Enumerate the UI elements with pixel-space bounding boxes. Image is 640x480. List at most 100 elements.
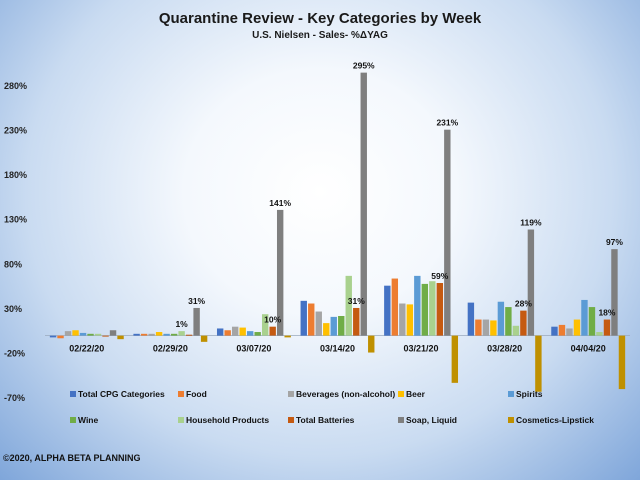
legend-label: Food [186, 389, 207, 399]
category-label: 02/22/20 [69, 344, 104, 354]
bar [117, 335, 124, 340]
bar [185, 334, 193, 336]
category-label: 03/14/20 [320, 344, 355, 354]
bar [200, 335, 208, 342]
legend-swatch [288, 391, 294, 397]
bar [527, 229, 535, 336]
bar [308, 303, 315, 336]
bar [421, 283, 429, 336]
bar [94, 333, 102, 336]
legend-swatch [70, 417, 76, 423]
y-tick-label: -70% [4, 393, 25, 403]
bar [148, 333, 155, 336]
bar [475, 319, 482, 336]
x-axis-categories: 02/22/20 02/29/20 03/07/20 03/14/20 03/21/20… [69, 344, 605, 354]
legend: Total CPG Categories Food Beverages (non-a… [70, 389, 594, 425]
legend-label: Spirits [516, 389, 543, 399]
bar [414, 275, 421, 336]
bar [490, 320, 497, 336]
bar [315, 311, 322, 336]
bar [406, 304, 414, 336]
y-tick-label: -20% [4, 348, 25, 358]
chart-subtitle: U.S. Nielsen - Sales- %ΔYAG [252, 30, 388, 41]
legend-label: Total CPG Categories [78, 389, 165, 399]
chart-titles: Quarantine Review - Key Categories by We… [159, 10, 482, 41]
bar [368, 335, 375, 353]
bar [558, 324, 566, 336]
data-label: 97% [606, 237, 623, 247]
bars-group [49, 72, 626, 392]
bar [345, 275, 352, 336]
bar [246, 331, 254, 336]
bar [276, 209, 284, 336]
bar [231, 326, 239, 336]
data-label: 18% [598, 308, 615, 318]
bar [588, 307, 596, 336]
category-label: 03/21/20 [404, 344, 439, 354]
data-label: 1% [175, 319, 188, 329]
bar [596, 332, 603, 336]
bar [323, 323, 330, 336]
y-tick-label: 280% [4, 81, 27, 91]
category-label: 02/29/20 [153, 344, 188, 354]
bar [300, 300, 307, 336]
category-label: 03/07/20 [236, 344, 271, 354]
bar [269, 326, 276, 336]
legend-label: Total Batteries [296, 415, 355, 425]
legend-label: Beverages (non-alcohol) [296, 389, 395, 399]
bar [384, 285, 391, 336]
legend-swatch [508, 391, 514, 397]
bar [193, 307, 200, 336]
y-tick-label: 80% [4, 259, 22, 269]
data-label: 31% [348, 296, 365, 306]
bar [330, 316, 337, 336]
legend-swatch [70, 391, 76, 397]
bar [505, 307, 512, 336]
data-label: 141% [269, 198, 291, 208]
bar [49, 335, 57, 338]
bar [109, 330, 117, 336]
bar [581, 299, 588, 336]
bar [429, 281, 436, 336]
bar [239, 327, 246, 336]
data-labels: 31% 1% 141% 10% 295% 31% 231% 59% 119% 28% 97% 18% [175, 61, 623, 330]
copyright-text: ©2020, ALPHA BETA PLANNING [3, 453, 141, 463]
bar [399, 303, 406, 336]
bar [79, 332, 87, 336]
bar [603, 319, 611, 336]
bar [64, 331, 72, 336]
category-label: 04/04/20 [571, 344, 606, 354]
bar [611, 249, 618, 336]
bar [178, 331, 185, 336]
legend-label: Beer [406, 389, 426, 399]
legend-swatch [178, 391, 184, 397]
legend-swatch [398, 417, 404, 423]
y-tick-label: 180% [4, 170, 27, 180]
data-label: 59% [431, 271, 448, 281]
bar [155, 332, 163, 336]
bar [87, 333, 94, 336]
legend-label: Soap, Liquid [406, 415, 457, 425]
legend-label: Household Products [186, 415, 269, 425]
bar [284, 335, 291, 338]
data-label: 295% [353, 61, 375, 71]
bar [57, 335, 64, 339]
bar [573, 319, 581, 336]
bar [353, 307, 360, 336]
bar [163, 333, 170, 336]
y-tick-label: 30% [4, 304, 22, 314]
data-label: 10% [264, 315, 281, 325]
bar [618, 335, 626, 390]
bar [72, 330, 79, 336]
category-label: 03/28/20 [487, 344, 522, 354]
bar [254, 332, 261, 336]
y-tick-label: 230% [4, 126, 27, 136]
chart-title: Quarantine Review - Key Categories by We… [159, 10, 482, 27]
bar [451, 335, 459, 383]
bar [261, 314, 269, 336]
bar [512, 325, 520, 336]
legend-swatch [508, 417, 514, 423]
bar [467, 302, 475, 336]
